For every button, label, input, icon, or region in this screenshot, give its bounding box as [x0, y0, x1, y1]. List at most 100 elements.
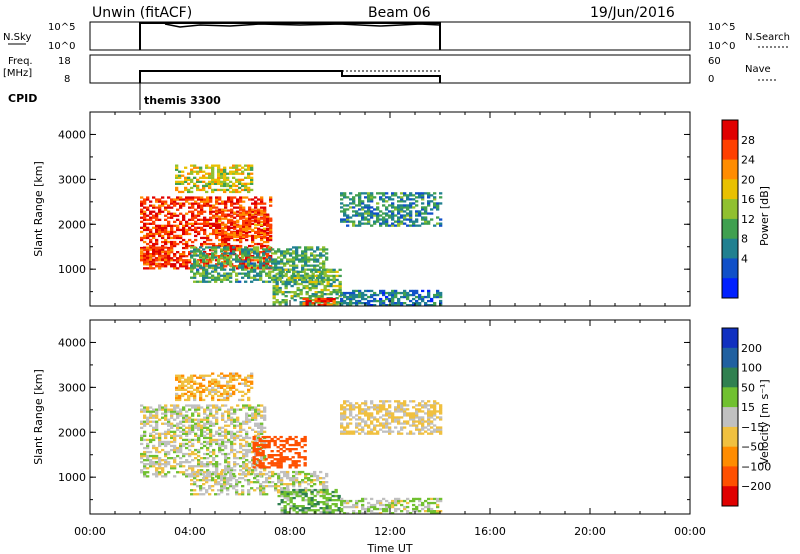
- echo-cell: [202, 274, 206, 277]
- echo-cell: [313, 258, 317, 261]
- echo-cell: [317, 295, 321, 298]
- echo-cell: [239, 196, 243, 199]
- echo-cell: [224, 255, 228, 258]
- echo-cell: [143, 256, 147, 259]
- echo-cell: [191, 450, 195, 454]
- echo-cell: [364, 420, 368, 423]
- echo-cell: [215, 217, 219, 220]
- echo-cell: [303, 464, 307, 467]
- echo-cell: [292, 481, 296, 484]
- echo-cell: [230, 432, 234, 435]
- echo-cell: [388, 426, 392, 429]
- echo-cell: [158, 444, 162, 448]
- echo-cell: [149, 461, 153, 464]
- echo-cell: [335, 291, 339, 294]
- echo-cell: [239, 408, 243, 411]
- echo-cell: [292, 256, 296, 259]
- echo-cell: [149, 200, 153, 203]
- echo-cell: [252, 448, 256, 451]
- echo-cell: [299, 276, 303, 280]
- echo-cell: [158, 404, 162, 407]
- echo-cell: [176, 214, 180, 217]
- echo-cell: [149, 459, 153, 462]
- echo-cell: [279, 448, 283, 451]
- echo-cell: [346, 297, 350, 301]
- echo-cell: [248, 244, 252, 248]
- echo-cell: [313, 266, 317, 269]
- echo-cell: [245, 196, 249, 199]
- echo-cell: [391, 212, 395, 215]
- echo-cell: [320, 288, 324, 292]
- echo-cell: [185, 410, 189, 413]
- echo-cell: [337, 509, 341, 512]
- echo-cell: [282, 439, 286, 443]
- echo-cell: [188, 222, 192, 225]
- echo-cell: [209, 410, 213, 413]
- echo-cell: [332, 299, 336, 303]
- echo-cell: [152, 222, 156, 225]
- echo-cell: [140, 255, 144, 258]
- colorbar-swatch: [722, 258, 738, 279]
- echo-cell: [196, 188, 200, 192]
- echo-cell: [206, 196, 210, 199]
- echo-cell: [394, 214, 398, 217]
- echo-cell: [338, 286, 342, 290]
- echo-cell: [394, 289, 398, 293]
- echo-cell: [427, 291, 431, 295]
- echo-cell: [268, 470, 272, 474]
- echo-cell: [188, 467, 192, 470]
- echo-cell: [223, 483, 227, 486]
- echo-cell: [247, 384, 251, 387]
- echo-cell: [188, 448, 192, 452]
- echo-cell: [214, 266, 218, 269]
- echo-cell: [311, 274, 315, 278]
- echo-cell: [373, 299, 377, 303]
- echo-cell: [304, 472, 308, 476]
- echo-cell: [220, 250, 224, 253]
- echo-cell: [209, 463, 213, 466]
- echo-cell: [259, 491, 263, 494]
- echo-cell: [266, 246, 270, 250]
- echo-cell: [164, 416, 168, 419]
- echo-cell: [238, 180, 242, 183]
- echo-cell: [430, 512, 434, 515]
- echo-cell: [203, 412, 207, 415]
- echo-cell: [254, 219, 258, 222]
- echo-cell: [352, 406, 356, 409]
- echo-cell: [221, 227, 225, 230]
- echo-cell: [191, 430, 195, 433]
- echo-cell: [155, 242, 159, 246]
- echo-cell: [254, 196, 258, 199]
- echo-cell: [212, 414, 216, 417]
- echo-cell: [217, 386, 221, 389]
- echo-cell: [251, 259, 255, 262]
- echo-cell: [293, 293, 297, 296]
- echo-cell: [239, 238, 243, 242]
- echo-cell: [200, 222, 204, 225]
- echo-cell: [400, 206, 404, 209]
- echo-cell: [286, 503, 290, 506]
- echo-cell: [241, 378, 245, 381]
- echo-cell: [196, 382, 200, 385]
- echo-cell: [267, 454, 271, 457]
- echo-cell: [214, 182, 218, 185]
- colorbar-swatch: [722, 328, 738, 349]
- echo-cell: [193, 380, 197, 383]
- echo-cell: [238, 382, 242, 385]
- echo-cell: [388, 428, 392, 431]
- echo-cell: [221, 234, 225, 238]
- echo-cell: [338, 280, 342, 284]
- echo-cell: [212, 438, 216, 442]
- echo-cell: [274, 483, 278, 486]
- echo-cell: [263, 209, 267, 212]
- echo-cell: [226, 274, 230, 277]
- echo-cell: [187, 176, 191, 179]
- echo-cell: [261, 454, 265, 457]
- echo-cell: [209, 461, 213, 464]
- echo-cell: [185, 240, 189, 244]
- echo-cell: [239, 229, 243, 232]
- echo-cell: [294, 441, 298, 445]
- echo-cell: [203, 430, 207, 433]
- echo-cell: [206, 242, 210, 246]
- echo-cell: [320, 276, 324, 280]
